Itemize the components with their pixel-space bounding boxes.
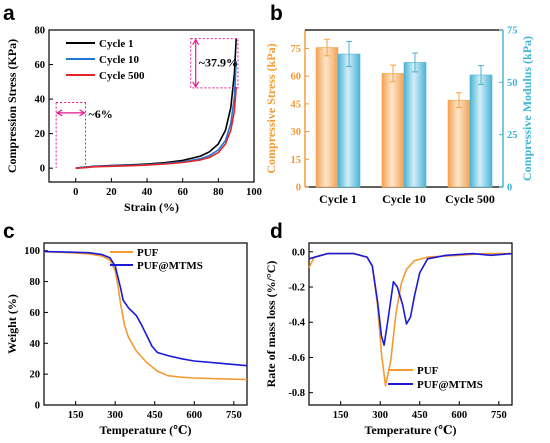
y-axis-label-a: Compression Stress (KPa) bbox=[5, 39, 19, 173]
x-tick-label-d: 750 bbox=[491, 410, 507, 421]
x-tick-label-c: 150 bbox=[68, 410, 84, 421]
annotation-box-a bbox=[190, 38, 239, 89]
y-tick-label-b: 15 bbox=[291, 155, 302, 166]
y-tick-label-d: 0.0 bbox=[292, 247, 305, 258]
plot-frame-a bbox=[48, 29, 255, 183]
y-axis-label-b: Compressive Stress (kPa) bbox=[264, 43, 278, 173]
panel-letter-d: d bbox=[270, 220, 283, 243]
y-tick-label-d: -0.6 bbox=[288, 353, 305, 364]
y-tick-label-a: 60 bbox=[35, 60, 46, 71]
legend-label-a-2: Cycle 500 bbox=[99, 70, 145, 82]
y-tick-label-b: 60 bbox=[291, 72, 302, 83]
x-tick-label-d: 600 bbox=[451, 410, 467, 421]
panel-letter-b: b bbox=[270, 2, 283, 25]
bar-b-1-0 bbox=[337, 53, 361, 188]
y-tick-label-b: 45 bbox=[291, 99, 302, 110]
x-tick-label-c: 450 bbox=[147, 410, 163, 421]
y-tick-label-a: 80 bbox=[35, 26, 46, 37]
y2-tick-label-b: 50 bbox=[507, 78, 518, 89]
y2-tick-label-b: 0 bbox=[507, 183, 512, 194]
y-tick-label-d: -0.8 bbox=[288, 388, 305, 399]
x-tick-label-a: 80 bbox=[213, 187, 224, 198]
x-tick-label-a: 20 bbox=[106, 187, 117, 198]
bar-b-0-2 bbox=[447, 99, 471, 188]
x-tick-label-b: Cycle 10 bbox=[382, 192, 426, 206]
annotation-arrowheads-a bbox=[192, 38, 200, 89]
plot-frame-c bbox=[43, 242, 248, 406]
y-tick-label-c: 100 bbox=[24, 246, 40, 257]
x-axis-label-d: Temperature (℃) bbox=[364, 423, 456, 437]
y-axis-label-d: Rate of mass loss (%/°C) bbox=[264, 261, 278, 388]
series-line-c-1 bbox=[43, 250, 248, 367]
panel-letter-a: a bbox=[3, 2, 15, 25]
legend-label-a-0: Cycle 1 bbox=[99, 38, 134, 50]
y-tick-label-a: 0 bbox=[40, 164, 45, 175]
x-tick-label-b: Cycle 1 bbox=[319, 192, 357, 206]
x-tick-label-c: 750 bbox=[226, 410, 242, 421]
legend-label-d-0: PUF bbox=[417, 365, 439, 377]
series-line-a-2 bbox=[75, 86, 237, 169]
bar-b-1-1 bbox=[403, 62, 427, 188]
y-tick-label-a: 20 bbox=[35, 129, 46, 140]
legend-label-a-1: Cycle 10 bbox=[99, 54, 140, 66]
annotation-arrowheads-a-2 bbox=[55, 109, 86, 117]
series-line-c-0 bbox=[43, 251, 248, 381]
y-tick-label-c: 0 bbox=[35, 401, 40, 412]
y-tick-label-c: 20 bbox=[30, 370, 41, 381]
panel-letter-c: c bbox=[3, 220, 15, 243]
y-tick-label-c: 40 bbox=[30, 339, 41, 350]
y-tick-label-b: 0 bbox=[296, 183, 301, 194]
bar-b-1-2 bbox=[469, 74, 493, 188]
x-tick-label-d: 300 bbox=[372, 410, 388, 421]
x-tick-label-a: 0 bbox=[73, 187, 78, 198]
y2-tick-label-b: 75 bbox=[507, 26, 518, 37]
x-axis-label-c: Temperature (℃) bbox=[99, 423, 191, 437]
y-tick-label-c: 80 bbox=[30, 277, 41, 288]
y-tick-label-b: 75 bbox=[291, 44, 302, 55]
x-tick-label-a: 60 bbox=[177, 187, 188, 198]
y2-axis-label-b: Compressive Modulus (kPa) bbox=[520, 36, 534, 181]
y-axis-label-c: Weight (%) bbox=[5, 294, 19, 354]
x-tick-label-d: 450 bbox=[412, 410, 428, 421]
x-tick-label-a: 40 bbox=[142, 187, 153, 198]
x-axis-label-a: Strain (%) bbox=[124, 200, 179, 214]
y2-tick-label-b: 25 bbox=[507, 130, 518, 141]
legend-label-c-1: PUF@MTMS bbox=[137, 260, 203, 272]
x-tick-label-b: Cycle 500 bbox=[445, 192, 495, 206]
legend-label-c-0: PUF bbox=[137, 247, 159, 259]
y-tick-label-b: 30 bbox=[291, 127, 302, 138]
bar-b-0-0 bbox=[315, 47, 339, 188]
annotation-text-a-2: ~6% bbox=[89, 107, 113, 121]
annotation-text-a-1: ~37.9% bbox=[199, 55, 238, 69]
y-tick-label-a: 40 bbox=[35, 95, 46, 106]
plot-frame-d bbox=[308, 242, 513, 406]
legend-label-d-1: PUF@MTMS bbox=[417, 379, 483, 391]
y-tick-label-c: 60 bbox=[30, 308, 41, 319]
x-tick-label-d: 150 bbox=[333, 410, 349, 421]
series-line-d-1 bbox=[308, 252, 513, 346]
y-tick-label-d: -0.2 bbox=[288, 283, 305, 294]
series-line-d-0 bbox=[308, 252, 512, 387]
x-tick-label-c: 300 bbox=[107, 410, 123, 421]
y-tick-label-d: -0.4 bbox=[288, 318, 305, 329]
bar-b-0-1 bbox=[381, 73, 405, 188]
x-tick-label-a: 100 bbox=[246, 187, 262, 198]
x-tick-label-c: 600 bbox=[186, 410, 202, 421]
